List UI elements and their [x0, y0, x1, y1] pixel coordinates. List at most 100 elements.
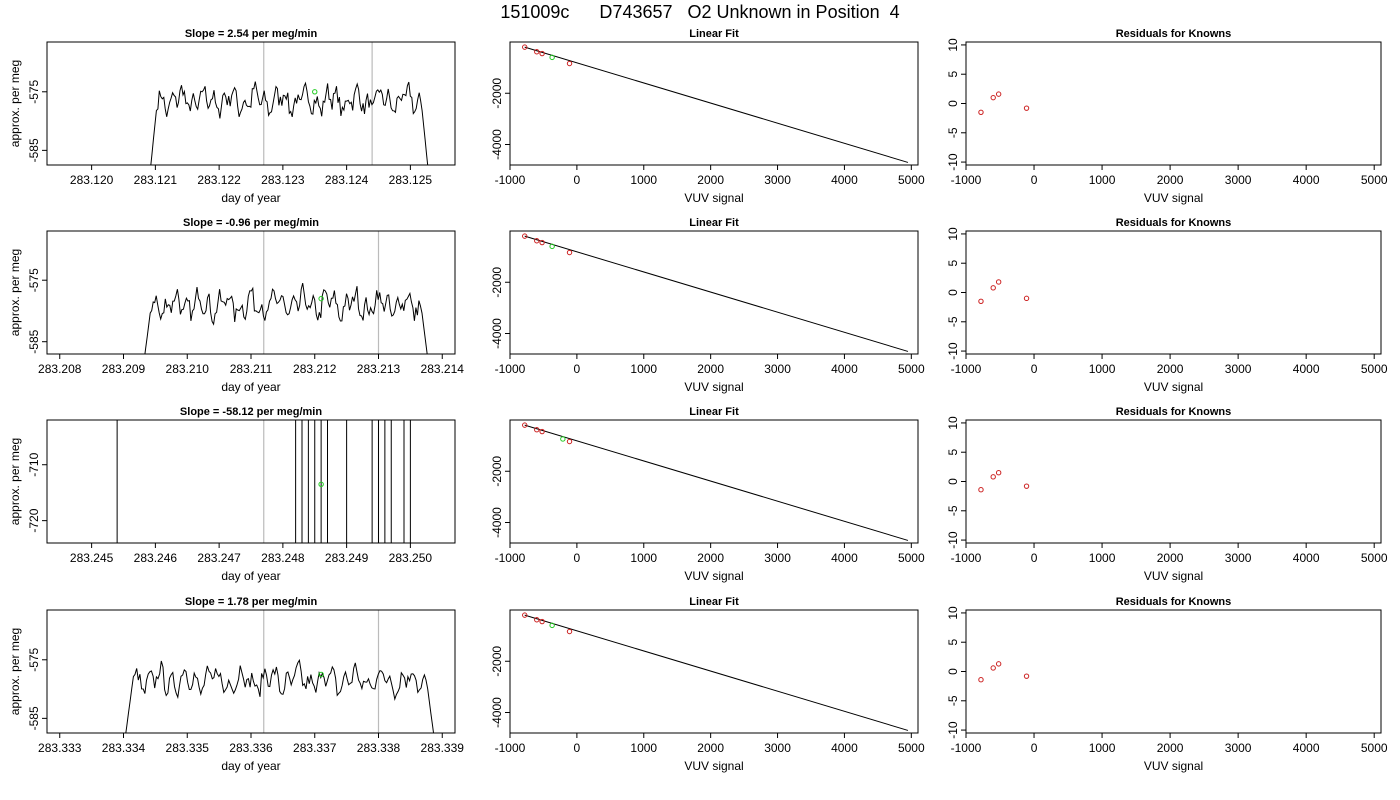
residual-point: [978, 487, 984, 493]
x-tick-label: 283.208: [38, 362, 82, 376]
plot-area: [978, 91, 1030, 115]
known-point: [522, 422, 528, 428]
plot-frame: [46, 609, 456, 734]
x-tick-label: -1000: [495, 551, 526, 565]
y-tick-label: 0: [946, 478, 960, 485]
y-axis-label: approx. per meg: [8, 60, 22, 147]
x-tick-label: 5000: [1361, 551, 1388, 565]
fit-line: [524, 46, 909, 163]
x-tick-label: 1000: [630, 741, 657, 755]
x-tick-label: 283.120: [70, 173, 114, 187]
x-tick-label: 2000: [1157, 362, 1184, 376]
time-series-trace: [144, 282, 428, 354]
y-tick-label: -4000: [490, 129, 504, 160]
panel-title: Linear Fit: [689, 217, 739, 229]
known-point: [539, 618, 545, 625]
unknown-point: [318, 481, 324, 487]
y-tick-label: -575: [27, 79, 41, 103]
known-point: [566, 249, 573, 256]
known-point: [522, 233, 528, 239]
x-tick-label: 283.247: [197, 551, 241, 565]
known-point: [539, 239, 545, 246]
x-tick-label: 283.125: [389, 173, 433, 187]
panel-linear-fit-1: [509, 41, 919, 166]
residual-point: [978, 109, 984, 115]
x-tick-label: 0: [574, 741, 581, 755]
x-tick-label: 0: [574, 362, 581, 376]
unknown-point: [560, 436, 566, 442]
x-tick-label: 2000: [697, 741, 724, 755]
y-tick-label: -5: [946, 316, 960, 327]
known-point: [566, 628, 573, 635]
x-tick-label: 1000: [1089, 362, 1116, 376]
unknown-point: [318, 671, 324, 678]
fit-line: [524, 614, 909, 731]
x-tick-label: 283.123: [261, 173, 305, 187]
x-tick-label: 5000: [1361, 362, 1388, 376]
panel-time-series-4: [46, 609, 456, 734]
x-tick-label: 5000: [898, 173, 925, 187]
plot-area: [522, 233, 909, 352]
x-tick-label: 3000: [1225, 551, 1252, 565]
x-tick-label: 3000: [1225, 741, 1252, 755]
x-tick-label: 2000: [697, 551, 724, 565]
y-axis-label: approx. per meg: [8, 628, 22, 715]
x-axis-label: day of year: [221, 569, 280, 583]
unknown-point: [549, 243, 555, 250]
x-tick-label: -1000: [951, 362, 982, 376]
plot-frame: [509, 609, 919, 734]
x-tick-label: -1000: [495, 362, 526, 376]
plot-frame: [965, 609, 1382, 734]
plot-frame: [509, 419, 919, 544]
residual-point: [990, 474, 996, 480]
y-tick-label: -5: [946, 127, 960, 138]
residual-point: [990, 94, 996, 101]
x-tick-label: 283.211: [230, 362, 273, 376]
y-tick-label: 5: [946, 639, 960, 646]
x-tick-label: 2000: [1157, 173, 1184, 187]
residual-point: [978, 677, 984, 683]
x-tick-label: 0: [574, 173, 581, 187]
plot-area: [522, 422, 909, 541]
known-point: [522, 44, 528, 50]
x-axis-label: day of year: [221, 380, 280, 394]
x-tick-label: 283.122: [197, 173, 241, 187]
plot-frame: [965, 419, 1382, 544]
x-tick-label: 1000: [1089, 173, 1116, 187]
known-point: [566, 60, 573, 67]
x-axis-label: VUV signal: [684, 569, 743, 583]
x-axis-label: VUV signal: [684, 191, 743, 205]
residual-point: [978, 298, 984, 304]
y-tick-label: 0: [946, 100, 960, 107]
residual-point: [990, 285, 996, 291]
plot-frame: [46, 419, 456, 544]
x-tick-label: -1000: [495, 173, 526, 187]
y-tick-label: 5: [946, 449, 960, 456]
unknown-point: [549, 54, 555, 61]
panel-linear-fit-4: [509, 609, 919, 734]
figure-title: 151009c D743657 O2 Unknown in Position 4: [500, 2, 900, 22]
x-tick-label: 283.245: [70, 551, 114, 565]
y-tick-label: -2000: [490, 456, 504, 487]
panel-time-series-1: [46, 41, 456, 166]
x-axis-label: day of year: [221, 191, 280, 205]
plot-frame: [509, 41, 919, 166]
known-point: [534, 238, 540, 244]
panel-title: Residuals for Knowns: [1116, 406, 1232, 418]
x-axis-label: VUV signal: [1144, 569, 1203, 583]
x-tick-label: 283.209: [102, 362, 146, 376]
x-tick-label: 283.124: [325, 173, 369, 187]
known-point: [566, 438, 573, 445]
x-axis-label: day of year: [221, 759, 280, 773]
x-tick-label: -1000: [951, 173, 982, 187]
y-tick-label: 0: [946, 668, 960, 675]
x-axis-label: VUV signal: [1144, 380, 1203, 394]
panel-residuals-3: [965, 419, 1382, 544]
plot-area: [125, 610, 435, 733]
y-tick-label: -2000: [490, 78, 504, 109]
y-tick-label: -4000: [490, 318, 504, 349]
plot-area: [150, 42, 429, 165]
panel-time-series-3: [46, 419, 456, 544]
y-tick-label: -710: [27, 452, 41, 476]
x-tick-label: 4000: [1293, 741, 1320, 755]
